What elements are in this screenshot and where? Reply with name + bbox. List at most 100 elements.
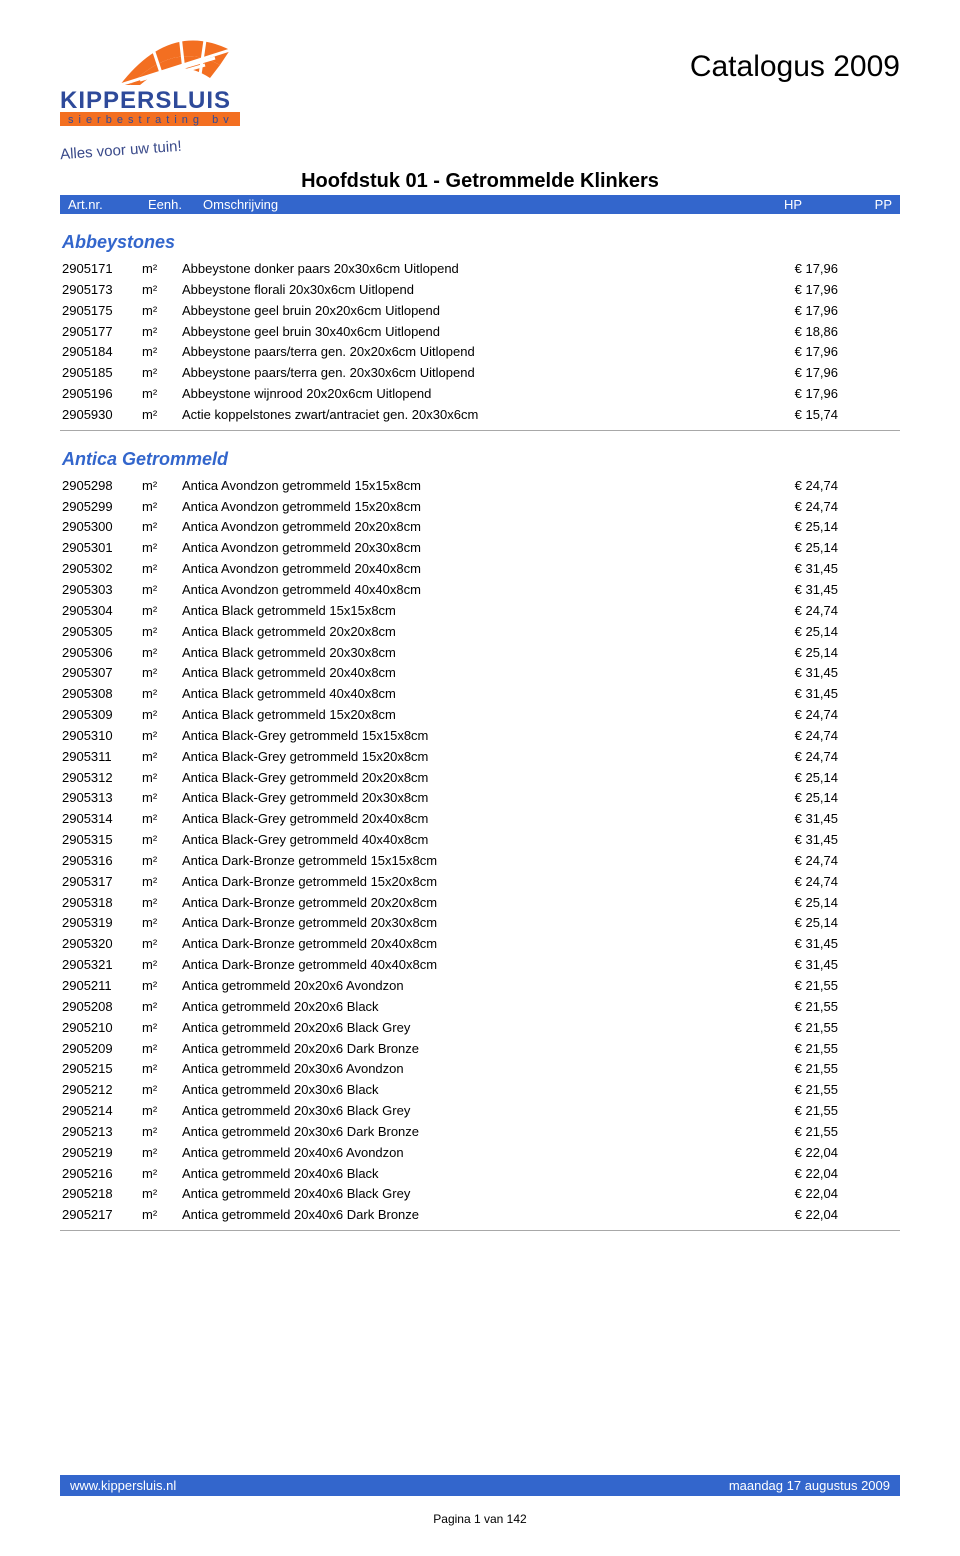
cell-artnr: 2905210 — [62, 1019, 142, 1038]
cell-hp-price: € 17,96 — [758, 364, 838, 383]
table-row: 2905171m²Abbeystone donker paars 20x30x6… — [60, 259, 900, 280]
cell-pp-price — [838, 810, 898, 829]
cell-pp-price — [838, 302, 898, 321]
cell-eenh: m² — [142, 518, 182, 537]
cell-artnr: 2905215 — [62, 1060, 142, 1079]
cell-hp-price: € 24,74 — [758, 748, 838, 767]
logo-graphic: KIPPERSLUIS sierbestrating bv — [60, 30, 250, 140]
cell-description: Antica Black-Grey getrommeld 20x20x8cm — [182, 769, 758, 788]
cell-description: Antica getrommeld 20x20x6 Black — [182, 998, 758, 1017]
cell-description: Antica getrommeld 20x30x6 Dark Bronze — [182, 1123, 758, 1142]
cell-artnr: 2905320 — [62, 935, 142, 954]
table-row: 2905196m²Abbeystone wijnrood 20x20x6cm U… — [60, 384, 900, 405]
cell-description: Antica getrommeld 20x40x6 Black — [182, 1165, 758, 1184]
cell-hp-price: € 17,96 — [758, 302, 838, 321]
table-row: 2905311m²Antica Black-Grey getrommeld 15… — [60, 747, 900, 768]
cell-description: Antica Black getrommeld 15x20x8cm — [182, 706, 758, 725]
cell-hp-price: € 25,14 — [758, 914, 838, 933]
table-row: 2905306m²Antica Black getrommeld 20x30x8… — [60, 643, 900, 664]
cell-hp-price: € 24,74 — [758, 727, 838, 746]
cell-description: Antica Dark-Bronze getrommeld 40x40x8cm — [182, 956, 758, 975]
cell-eenh: m² — [142, 560, 182, 579]
cell-artnr: 2905217 — [62, 1206, 142, 1225]
cell-artnr: 2905218 — [62, 1185, 142, 1204]
cell-artnr: 2905306 — [62, 644, 142, 663]
cell-artnr: 2905311 — [62, 748, 142, 767]
cell-pp-price — [838, 602, 898, 621]
cell-artnr: 2905219 — [62, 1144, 142, 1163]
cell-pp-price — [838, 769, 898, 788]
cell-eenh: m² — [142, 977, 182, 996]
cell-hp-price: € 22,04 — [758, 1206, 838, 1225]
catalog-page: KIPPERSLUIS sierbestrating bv Alles voor… — [0, 0, 960, 1556]
cell-eenh: m² — [142, 364, 182, 383]
table-row: 2905319m²Antica Dark-Bronze getrommeld 2… — [60, 913, 900, 934]
cell-pp-price — [838, 1040, 898, 1059]
table-row: 2905218m²Antica getrommeld 20x40x6 Black… — [60, 1184, 900, 1205]
cell-pp-price — [838, 644, 898, 663]
cell-description: Antica Black getrommeld 20x30x8cm — [182, 644, 758, 663]
cell-eenh: m² — [142, 477, 182, 496]
cell-pp-price — [838, 406, 898, 425]
cell-hp-price: € 25,14 — [758, 894, 838, 913]
table-row: 2905320m²Antica Dark-Bronze getrommeld 2… — [60, 934, 900, 955]
footer-page-number: Pagina 1 van 142 — [0, 1512, 960, 1526]
table-row: 2905175m²Abbeystone geel bruin 20x20x6cm… — [60, 301, 900, 322]
table-row: 2905219m²Antica getrommeld 20x40x6 Avond… — [60, 1143, 900, 1164]
cell-artnr: 2905173 — [62, 281, 142, 300]
logo-subline: sierbestrating bv — [68, 114, 234, 126]
table-row: 2905215m²Antica getrommeld 20x30x6 Avond… — [60, 1059, 900, 1080]
section-title: Abbeystones — [60, 232, 900, 253]
cell-hp-price: € 21,55 — [758, 1102, 838, 1121]
cell-pp-price — [838, 998, 898, 1017]
cell-hp-price: € 25,14 — [758, 769, 838, 788]
cell-pp-price — [838, 748, 898, 767]
table-row: 2905307m²Antica Black getrommeld 20x40x8… — [60, 663, 900, 684]
cell-pp-price — [838, 789, 898, 808]
cell-artnr: 2905209 — [62, 1040, 142, 1059]
cell-hp-price: € 21,55 — [758, 1040, 838, 1059]
col-header-eenh: Eenh. — [148, 197, 203, 212]
cell-hp-price: € 21,55 — [758, 1060, 838, 1079]
cell-hp-price: € 24,74 — [758, 498, 838, 517]
cell-pp-price — [838, 281, 898, 300]
cell-hp-price: € 22,04 — [758, 1144, 838, 1163]
cell-description: Antica getrommeld 20x40x6 Black Grey — [182, 1185, 758, 1204]
cell-eenh: m² — [142, 1019, 182, 1038]
cell-eenh: m² — [142, 956, 182, 975]
cell-pp-price — [838, 894, 898, 913]
cell-artnr: 2905302 — [62, 560, 142, 579]
table-row: 2905930m²Actie koppelstones zwart/antrac… — [60, 405, 900, 426]
table-row: 2905313m²Antica Black-Grey getrommeld 20… — [60, 788, 900, 809]
cell-description: Antica Avondzon getrommeld 20x20x8cm — [182, 518, 758, 537]
cell-description: Abbeystone geel bruin 30x40x6cm Uitlopen… — [182, 323, 758, 342]
cell-pp-price — [838, 914, 898, 933]
cell-pp-price — [838, 323, 898, 342]
sections-container: Abbeystones 2905171m²Abbeystone donker pa… — [60, 232, 900, 1231]
cell-eenh: m² — [142, 1185, 182, 1204]
cell-eenh: m² — [142, 323, 182, 342]
cell-eenh: m² — [142, 1040, 182, 1059]
cell-hp-price: € 25,14 — [758, 623, 838, 642]
cell-pp-price — [838, 623, 898, 642]
cell-description: Antica Black-Grey getrommeld 20x30x8cm — [182, 789, 758, 808]
cell-artnr: 2905321 — [62, 956, 142, 975]
cell-eenh: m² — [142, 602, 182, 621]
cell-hp-price: € 24,74 — [758, 602, 838, 621]
cell-description: Antica getrommeld 20x40x6 Dark Bronze — [182, 1206, 758, 1225]
cell-pp-price — [838, 581, 898, 600]
cell-hp-price: € 24,74 — [758, 477, 838, 496]
cell-eenh: m² — [142, 1123, 182, 1142]
cell-pp-price — [838, 364, 898, 383]
cell-description: Antica Black getrommeld 40x40x8cm — [182, 685, 758, 704]
cell-description: Abbeystone geel bruin 20x20x6cm Uitlopen… — [182, 302, 758, 321]
col-header-pp: PP — [832, 197, 892, 212]
section-title: Antica Getrommeld — [60, 449, 900, 470]
cell-pp-price — [838, 706, 898, 725]
table-row: 2905302m²Antica Avondzon getrommeld 20x4… — [60, 559, 900, 580]
catalog-title: Catalogus 2009 — [690, 50, 900, 84]
column-header-bar: Art.nr. Eenh. Omschrijving HP PP — [60, 195, 900, 214]
cell-description: Antica Dark-Bronze getrommeld 20x20x8cm — [182, 894, 758, 913]
table-row: 2905299m²Antica Avondzon getrommeld 15x2… — [60, 497, 900, 518]
cell-description: Antica getrommeld 20x30x6 Black — [182, 1081, 758, 1100]
